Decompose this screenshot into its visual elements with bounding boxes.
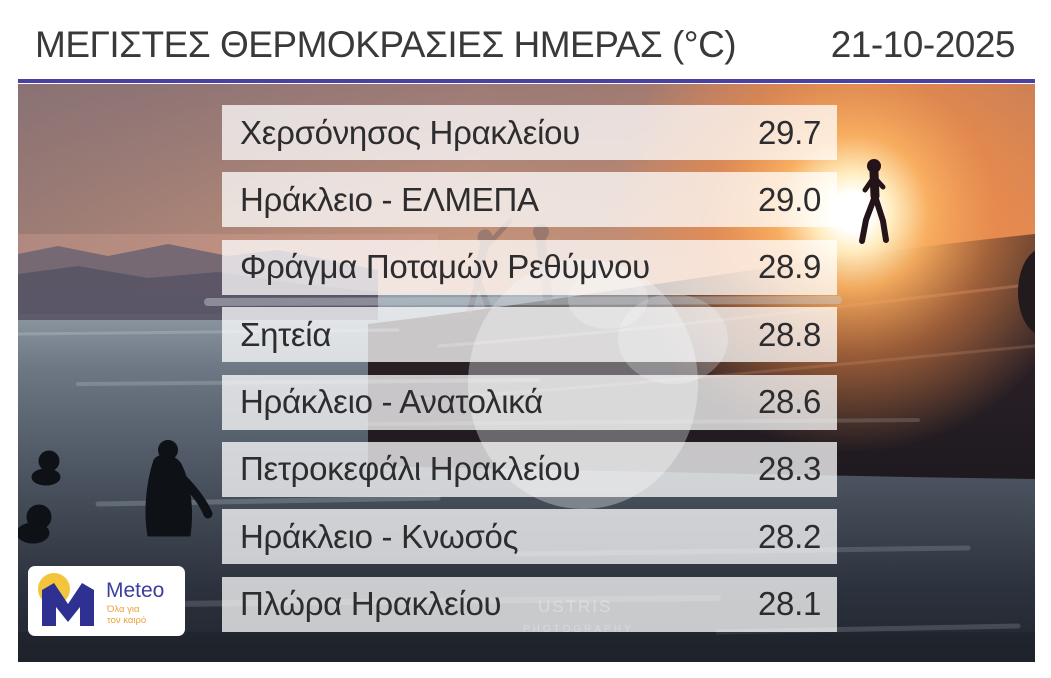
station-name: Πετροκεφάλι Ηρακλείου <box>240 450 581 488</box>
swimmers <box>18 440 213 544</box>
temperature-table: Χερσόνησος Ηρακλείου 29.7 Ηράκλειο - ΕΛΜ… <box>222 105 837 632</box>
logo-m-icon <box>42 583 94 626</box>
station-temp: 28.1 <box>757 585 821 623</box>
table-row: Ηράκλειο - Κνωσός 28.2 <box>222 509 837 565</box>
table-row: Σητεία 28.8 <box>222 307 837 363</box>
station-temp: 29.0 <box>757 180 821 218</box>
station-name: Ηράκλειο - Ανατολικά <box>240 383 543 421</box>
logo-tagline-line2: τον καιρό <box>107 615 146 626</box>
station-temp: 28.6 <box>757 383 821 421</box>
meteo-logo-graphic: Meteo Όλα για τον καιρό <box>38 573 164 626</box>
table-row: Χερσόνησος Ηρακλείου 29.7 <box>222 105 837 160</box>
station-temp: 29.7 <box>757 113 821 151</box>
table-row: Πετροκεφάλι Ηρακλείου 28.3 <box>222 441 837 497</box>
station-name: Χερσόνησος Ηρακλείου <box>240 113 580 151</box>
page-title: ΜΕΓΙΣΤΕΣ ΘΕΡΜΟΚΡΑΣΙΕΣ ΗΜΕΡΑΣ (°C) <box>35 24 737 65</box>
table-row: Ηράκλειο - ΕΛΜΕΠΑ 29.0 <box>222 172 837 228</box>
header-divider <box>18 79 1035 83</box>
station-temp: 28.2 <box>757 517 821 555</box>
station-name: Ηράκλειο - Κνωσός <box>240 517 519 555</box>
table-row: Πλώρα Ηρακλείου 28.1 <box>222 576 837 632</box>
station-temp: 28.3 <box>757 450 821 488</box>
station-name: Ηράκλειο - ΕΛΜΕΠΑ <box>240 180 539 218</box>
station-name: Πλώρα Ηρακλείου <box>240 585 502 623</box>
meteo-logo: Meteo Όλα για τον καιρό <box>28 566 185 636</box>
station-temp: 28.8 <box>757 315 821 353</box>
table-row: Φράγμα Ποταμών Ρεθύμνου 28.9 <box>222 239 837 295</box>
station-name: Φράγμα Ποταμών Ρεθύμνου <box>240 248 650 286</box>
table-row: Ηράκλειο - Ανατολικά 28.6 <box>222 374 837 430</box>
right-rock <box>1018 250 1035 334</box>
date-label: 21-10-2025 <box>830 24 1016 65</box>
logo-tagline-line1: Όλα για <box>106 604 140 615</box>
station-temp: 28.9 <box>757 248 821 286</box>
mountains-near <box>18 266 378 320</box>
boy-silhouette <box>859 159 889 244</box>
header: ΜΕΓΙΣΤΕΣ ΘΕΡΜΟΚΡΑΣΙΕΣ ΗΜΕΡΑΣ (°C) 21-10-… <box>35 22 1016 68</box>
logo-name: Meteo <box>106 579 164 602</box>
station-name: Σητεία <box>240 315 332 353</box>
